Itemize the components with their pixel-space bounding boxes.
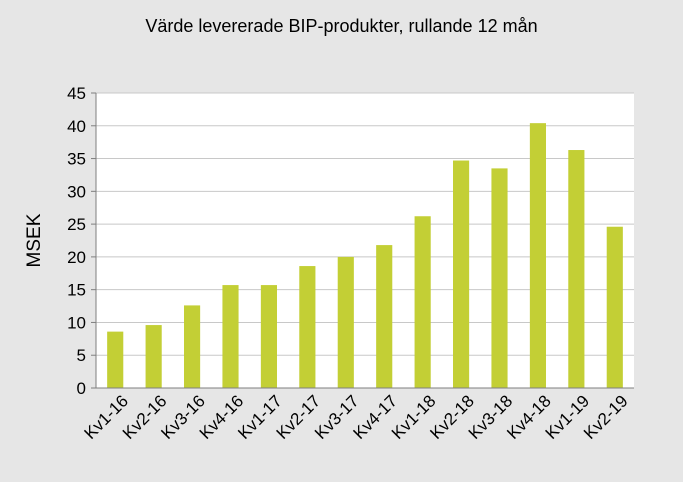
y-tick-label: 35 <box>67 150 86 169</box>
chart-title: Värde levererade BIP-produkter, rullande… <box>145 16 538 36</box>
y-tick-label: 15 <box>67 281 86 300</box>
plot-area <box>96 93 634 388</box>
y-tick-label: 0 <box>77 379 86 398</box>
bar-kv1-18 <box>414 216 431 388</box>
y-tick-label: 10 <box>67 313 86 332</box>
y-tick-label: 30 <box>67 182 86 201</box>
bar-kv4-18 <box>529 123 546 389</box>
axes <box>95 93 634 389</box>
y-tick-label: 45 <box>67 84 86 103</box>
bar-kv2-17 <box>299 266 316 388</box>
bar-kv1-16 <box>107 331 124 388</box>
y-tick-label: 20 <box>67 248 86 267</box>
bars <box>107 123 623 389</box>
bar-kv3-17 <box>337 256 354 388</box>
y-tick-label: 40 <box>67 117 86 136</box>
y-tick-labels: 0 5 10 15 20 25 30 35 40 45 <box>67 84 86 398</box>
bar-kv1-19 <box>568 150 585 388</box>
bar-kv3-16 <box>184 305 201 388</box>
bar-kv4-17 <box>376 245 393 388</box>
bar-kv3-18 <box>491 168 508 388</box>
bar-kv2-19 <box>606 226 623 388</box>
bar-kv2-18 <box>453 160 470 388</box>
bar-kv2-16 <box>145 325 162 388</box>
x-tick-label: Kv2-19 <box>580 391 632 443</box>
y-axis-label: MSEK <box>24 213 45 267</box>
y-tick-label: 5 <box>77 346 86 365</box>
y-tick-label: 25 <box>67 215 86 234</box>
x-tick-labels: Kv1-16Kv2-16Kv3-16Kv4-16Kv1-17Kv2-17Kv3-… <box>81 391 632 443</box>
bar-kv4-16 <box>222 285 239 388</box>
bar-kv1-17 <box>260 285 277 388</box>
